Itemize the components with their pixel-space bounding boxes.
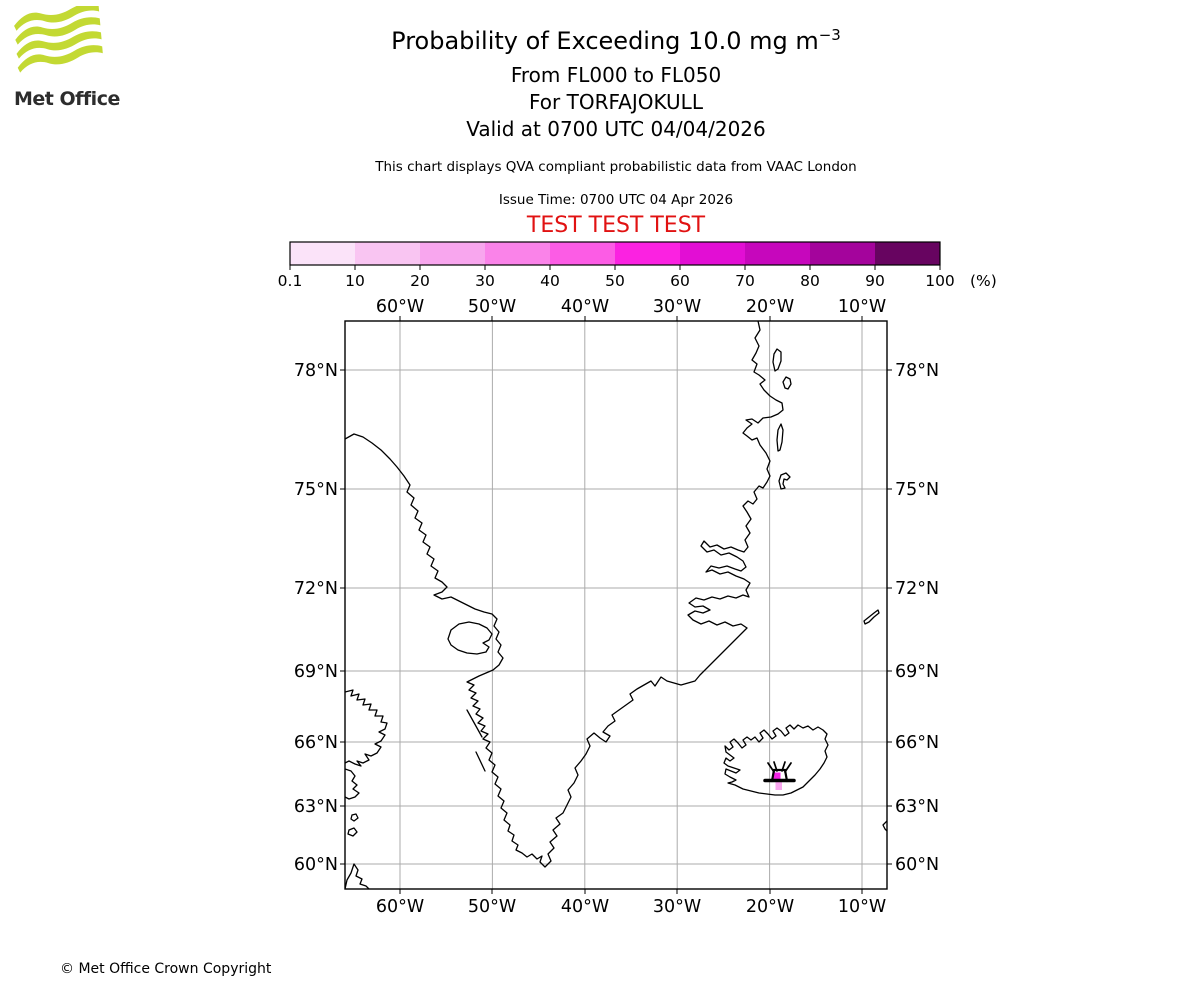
lat-tick-label: 78°N	[895, 361, 939, 381]
colorbar-segment	[355, 242, 420, 265]
lat-tick-label: 69°N	[294, 662, 338, 682]
lat-labels-right: 78°N 75°N 72°N 69°N 66°N 63°N 60°N	[895, 361, 939, 875]
colorbar-segment	[420, 242, 485, 265]
lon-tick-label: 20°W	[746, 297, 794, 317]
probability-cell-high	[773, 772, 781, 780]
colorbar-segment	[875, 242, 940, 265]
colorbar-tick-label: 30	[475, 272, 495, 290]
lon-tick-label: 60°W	[376, 297, 424, 317]
subtitle-flight-levels: From FL000 to FL050	[510, 63, 722, 87]
colorbar-unit-label: (%)	[970, 272, 997, 290]
met-office-waves-icon	[13, 3, 104, 73]
lon-labels-bottom: 60°W 50°W 40°W 30°W 20°W 10°W	[376, 897, 886, 917]
colorbar-tick-label: 90	[865, 272, 885, 290]
lon-tick-label: 20°W	[746, 897, 794, 917]
ne-greenland-islands	[772, 348, 792, 490]
colorbar-segment	[745, 242, 810, 265]
lat-tick-label: 75°N	[294, 480, 338, 500]
lon-tick-label: 40°W	[561, 297, 609, 317]
copyright-notice: © Met Office Crown Copyright	[60, 961, 272, 977]
colorbar-segment	[810, 242, 875, 265]
test-banner: TEST TEST TEST	[526, 213, 706, 238]
lat-tick-label: 66°N	[895, 733, 939, 753]
lon-tick-label: 40°W	[561, 897, 609, 917]
lat-labels-left: 78°N 75°N 72°N 69°N 66°N 63°N 60°N	[294, 361, 338, 875]
colorbar-tick-label: 10	[345, 272, 365, 290]
greenland-coastline	[345, 321, 784, 868]
lat-tick-label: 60°N	[895, 855, 939, 875]
colorbar-segment	[550, 242, 615, 265]
page-title: Probability of Exceeding 10.0 mg m−3	[216, 26, 1016, 55]
disko-island-coastline	[447, 621, 493, 655]
colorbar-tick-label: 20	[410, 272, 430, 290]
lat-tick-label: 63°N	[895, 797, 939, 817]
lon-tick-label: 30°W	[653, 897, 701, 917]
lon-tick-label: 50°W	[468, 897, 516, 917]
lat-tick-label: 60°N	[294, 855, 338, 875]
lat-tick-label: 72°N	[895, 579, 939, 599]
baffin-labrador-coastline	[345, 689, 388, 889]
page-title-text: Probability of Exceeding 10.0 mg m	[391, 27, 819, 55]
colorbar-tick-label: 0.1	[278, 272, 303, 290]
faroe-fragment	[882, 820, 887, 832]
colorbar-ticks	[289, 265, 941, 270]
lon-labels-top: 60°W 50°W 40°W 30°W 20°W 10°W	[376, 297, 886, 317]
met-office-logo-text: Met Office	[14, 88, 120, 110]
lat-tick-label: 69°N	[895, 662, 939, 682]
probability-cell-low	[775, 782, 782, 790]
lat-tick-label: 75°N	[895, 480, 939, 500]
colorbar-tick-labels: 0.1 10 20 30 40 50 60 70 80 90 100	[278, 272, 955, 290]
met-office-logo: Met Office	[12, 3, 122, 110]
page-title-exponent: −3	[818, 26, 841, 44]
colorbar-tick-label: 60	[670, 272, 690, 290]
lat-tick-label: 72°N	[294, 579, 338, 599]
iceland-coastline	[723, 724, 829, 796]
lat-tick-label: 63°N	[294, 797, 338, 817]
lon-tick-label: 10°W	[838, 897, 886, 917]
lon-tick-label: 10°W	[838, 297, 886, 317]
colorbar-segment	[615, 242, 680, 265]
jan-mayen-coastline	[863, 609, 880, 625]
colorbar-tick-label: 100	[925, 272, 955, 290]
volcano-marker-icon	[763, 761, 796, 783]
kangerlussuaq-fjord-line	[466, 709, 483, 738]
lat-tick-label: 78°N	[294, 361, 338, 381]
colorbar-segments	[290, 242, 940, 265]
lon-tick-label: 50°W	[468, 297, 516, 317]
colorbar-tick-label: 40	[540, 272, 560, 290]
axis-ticks	[340, 316, 892, 894]
qva-description: This chart displays QVA compliant probab…	[375, 159, 857, 175]
lon-tick-label: 60°W	[376, 897, 424, 917]
subtitle-valid-time: Valid at 0700 UTC 04/04/2026	[466, 117, 766, 141]
colorbar-segment	[485, 242, 550, 265]
colorbar-segment	[680, 242, 745, 265]
lon-tick-label: 30°W	[653, 297, 701, 317]
west-fjord-line	[475, 751, 486, 772]
issue-time: Issue Time: 0700 UTC 04 Apr 2026	[498, 192, 734, 208]
colorbar-tick-label: 70	[735, 272, 755, 290]
colorbar-segment	[290, 242, 355, 265]
colorbar-tick-label: 80	[800, 272, 820, 290]
map-canvas: 60°W 50°W 40°W 30°W 20°W 10°W 60°W 50°W …	[294, 297, 939, 917]
colorbar-tick-label: 50	[605, 272, 625, 290]
graticule-gridlines	[345, 321, 887, 889]
lat-tick-label: 66°N	[294, 733, 338, 753]
probability-colorbar: 0.1 10 20 30 40 50 60 70 80 90 100 (%)	[278, 241, 997, 290]
subtitle-volcano: For TORFAJOKULL	[529, 90, 703, 114]
map-frame	[344, 320, 888, 890]
